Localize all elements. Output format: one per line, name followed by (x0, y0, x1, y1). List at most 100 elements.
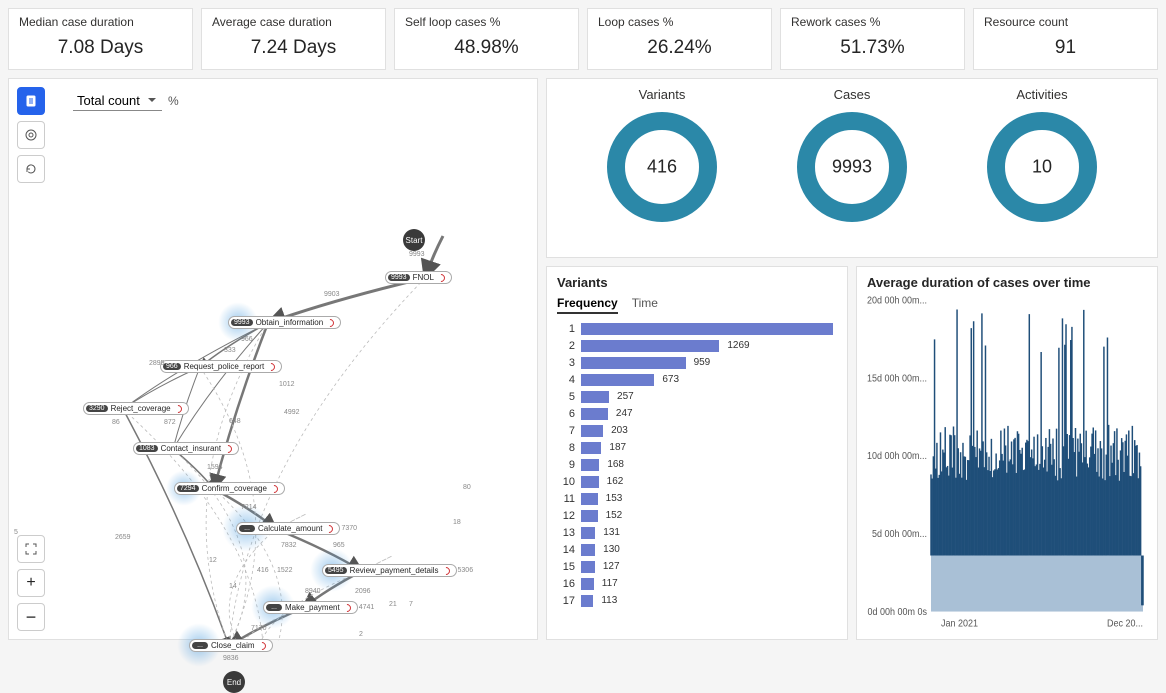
summary-donuts-panel: Variants 416 Cases 9993 Activities 10 (546, 78, 1158, 258)
variant-bar-row[interactable]: 12311 (557, 320, 833, 337)
edge-label: 2 (359, 631, 363, 638)
kpi-row: Median case duration 7.08 Days Average c… (8, 8, 1158, 70)
variant-bar-row[interactable]: 9168 (557, 456, 833, 473)
zoom-in-button[interactable]: + (17, 569, 45, 597)
variant-bar-row[interactable]: 10 162 (557, 473, 833, 490)
variant-bar-row[interactable]: 13131 (557, 524, 833, 541)
variant-bar-row[interactable]: 17113 (557, 592, 833, 609)
process-node-calculate[interactable]: ...Calculate_amount7370 (236, 522, 340, 535)
variant-bar-row[interactable]: 4 673 (557, 371, 833, 388)
process-node-fnol[interactable]: 9993FNOL (385, 271, 452, 284)
node-label: Review_payment_details (350, 566, 439, 575)
node-count-badge: 7294 (177, 485, 199, 492)
variant-bar-track: 152 (581, 510, 833, 522)
variant-bar-row[interactable]: 15127 (557, 558, 833, 575)
edge-label: 18 (453, 519, 461, 526)
variant-bar-row[interactable]: 7203 (557, 422, 833, 439)
rework-icon (341, 602, 352, 613)
kpi-title: Average case duration (212, 15, 375, 29)
kpi-self-loop: Self loop cases % 48.98% (394, 8, 579, 70)
svg-text:20d 00h 00m...: 20d 00h 00m... (867, 296, 927, 306)
process-graph[interactable]: StartEnd9993FNOL9993Obtain_information96… (9, 79, 537, 639)
variant-bar-fill (581, 493, 598, 505)
donut-value: 9993 (832, 157, 872, 178)
variant-bar-row[interactable]: 8187 (557, 439, 833, 456)
donut-label: Variants (607, 87, 717, 102)
rework-icon (256, 640, 267, 651)
donut-value: 10 (1032, 157, 1052, 178)
variant-index: 9 (557, 459, 575, 471)
variant-index: 16 (557, 578, 575, 590)
process-node-end[interactable]: End (223, 671, 245, 693)
variant-bar-track: 131 (581, 527, 833, 539)
main-row: Total count % StartEnd9993FNOL9993Obtain… (8, 78, 1158, 640)
tab-frequency[interactable]: Frequency (557, 296, 618, 314)
variant-bar-value: 113 (601, 595, 617, 606)
process-node-reject[interactable]: 3290Reject_coverage (83, 402, 189, 415)
rework-icon (268, 483, 279, 494)
variant-bar-track: 959 (581, 357, 833, 369)
variants-bars[interactable]: 1231121269395946735257624772038187916810… (557, 320, 837, 631)
variant-bar-fill (581, 323, 833, 335)
variant-bar-row[interactable]: 16 117 (557, 575, 833, 592)
edge-label: 7 (409, 601, 413, 608)
process-node-obtain[interactable]: 9993Obtain_information (228, 316, 341, 329)
variant-index: 10 (557, 476, 575, 488)
node-extra-count: 5306 (458, 567, 474, 574)
edge-label: 965 (333, 542, 345, 549)
variant-bar-fill (581, 544, 595, 556)
process-node-close[interactable]: ...Close_claim (189, 639, 273, 652)
variant-bar-row[interactable]: 6247 (557, 405, 833, 422)
process-node-make[interactable]: ...Make_payment4741 (263, 601, 358, 614)
process-node-start[interactable]: Start (403, 229, 425, 251)
variant-index: 15 (557, 561, 575, 573)
variant-index: 2 (557, 340, 575, 352)
bottom-row: Variants Frequency Time 12311 2 1269 3959 4 6… (546, 266, 1158, 640)
edge-label: 8940 (305, 588, 321, 595)
edge-label: 872 (164, 419, 176, 426)
process-node-contact[interactable]: 1083Contact_insurant (133, 442, 239, 455)
variant-bar-row[interactable]: 5257 (557, 388, 833, 405)
variant-bar-value: 131 (603, 527, 620, 538)
edge-label: 7832 (281, 542, 297, 549)
edge-label: 80 (463, 484, 471, 491)
kpi-value: 7.24 Days (212, 37, 375, 59)
svg-text:Dec 20...: Dec 20... (1107, 618, 1143, 628)
variants-title: Variants (557, 275, 837, 290)
rework-icon (440, 565, 451, 576)
zoom-out-button[interactable]: − (17, 603, 45, 631)
variant-bar-value: 203 (611, 425, 628, 436)
variant-bar-fill (581, 527, 595, 539)
variant-bar-value: 117 (602, 578, 618, 589)
variant-index: 8 (557, 442, 575, 454)
variant-bar-row[interactable]: 14130 (557, 541, 833, 558)
variant-bar-value: 162 (607, 476, 624, 487)
tab-time[interactable]: Time (632, 296, 658, 314)
variant-bar-row[interactable]: 12152 (557, 507, 833, 524)
variant-bar-fill (581, 561, 595, 573)
variant-bar-row[interactable]: 3959 (557, 354, 833, 371)
rework-icon (435, 272, 446, 283)
process-node-request[interactable]: 966Request_police_report (160, 360, 282, 373)
process-node-confirm[interactable]: 7294Confirm_coverage (174, 482, 285, 495)
kpi-title: Self loop cases % (405, 15, 568, 29)
variant-bar-fill (581, 476, 599, 488)
variant-bar-fill (581, 459, 599, 471)
process-node-review[interactable]: 5495Review_payment_details5306 (322, 564, 457, 577)
variant-bar-value: 673 (662, 374, 679, 385)
variant-bar-row[interactable]: 2 1269 (557, 337, 833, 354)
node-count-badge: 3290 (86, 405, 108, 412)
variant-bar-row[interactable]: 11153 (557, 490, 833, 507)
donut-label: Activities (987, 87, 1097, 102)
variant-bar-value: 1269 (727, 340, 749, 351)
donut-label: Cases (797, 87, 907, 102)
edge-label: 12 (209, 557, 217, 564)
variant-bar-value: 959 (694, 357, 711, 368)
variant-bar-track: 673 (581, 374, 833, 386)
edge-label: 2895 (149, 360, 165, 367)
variant-index: 4 (557, 374, 575, 386)
kpi-value: 48.98% (405, 37, 568, 59)
variant-bar-track: 203 (581, 425, 833, 437)
variant-bar-fill (581, 357, 686, 369)
fit-screen-button[interactable] (17, 535, 45, 563)
